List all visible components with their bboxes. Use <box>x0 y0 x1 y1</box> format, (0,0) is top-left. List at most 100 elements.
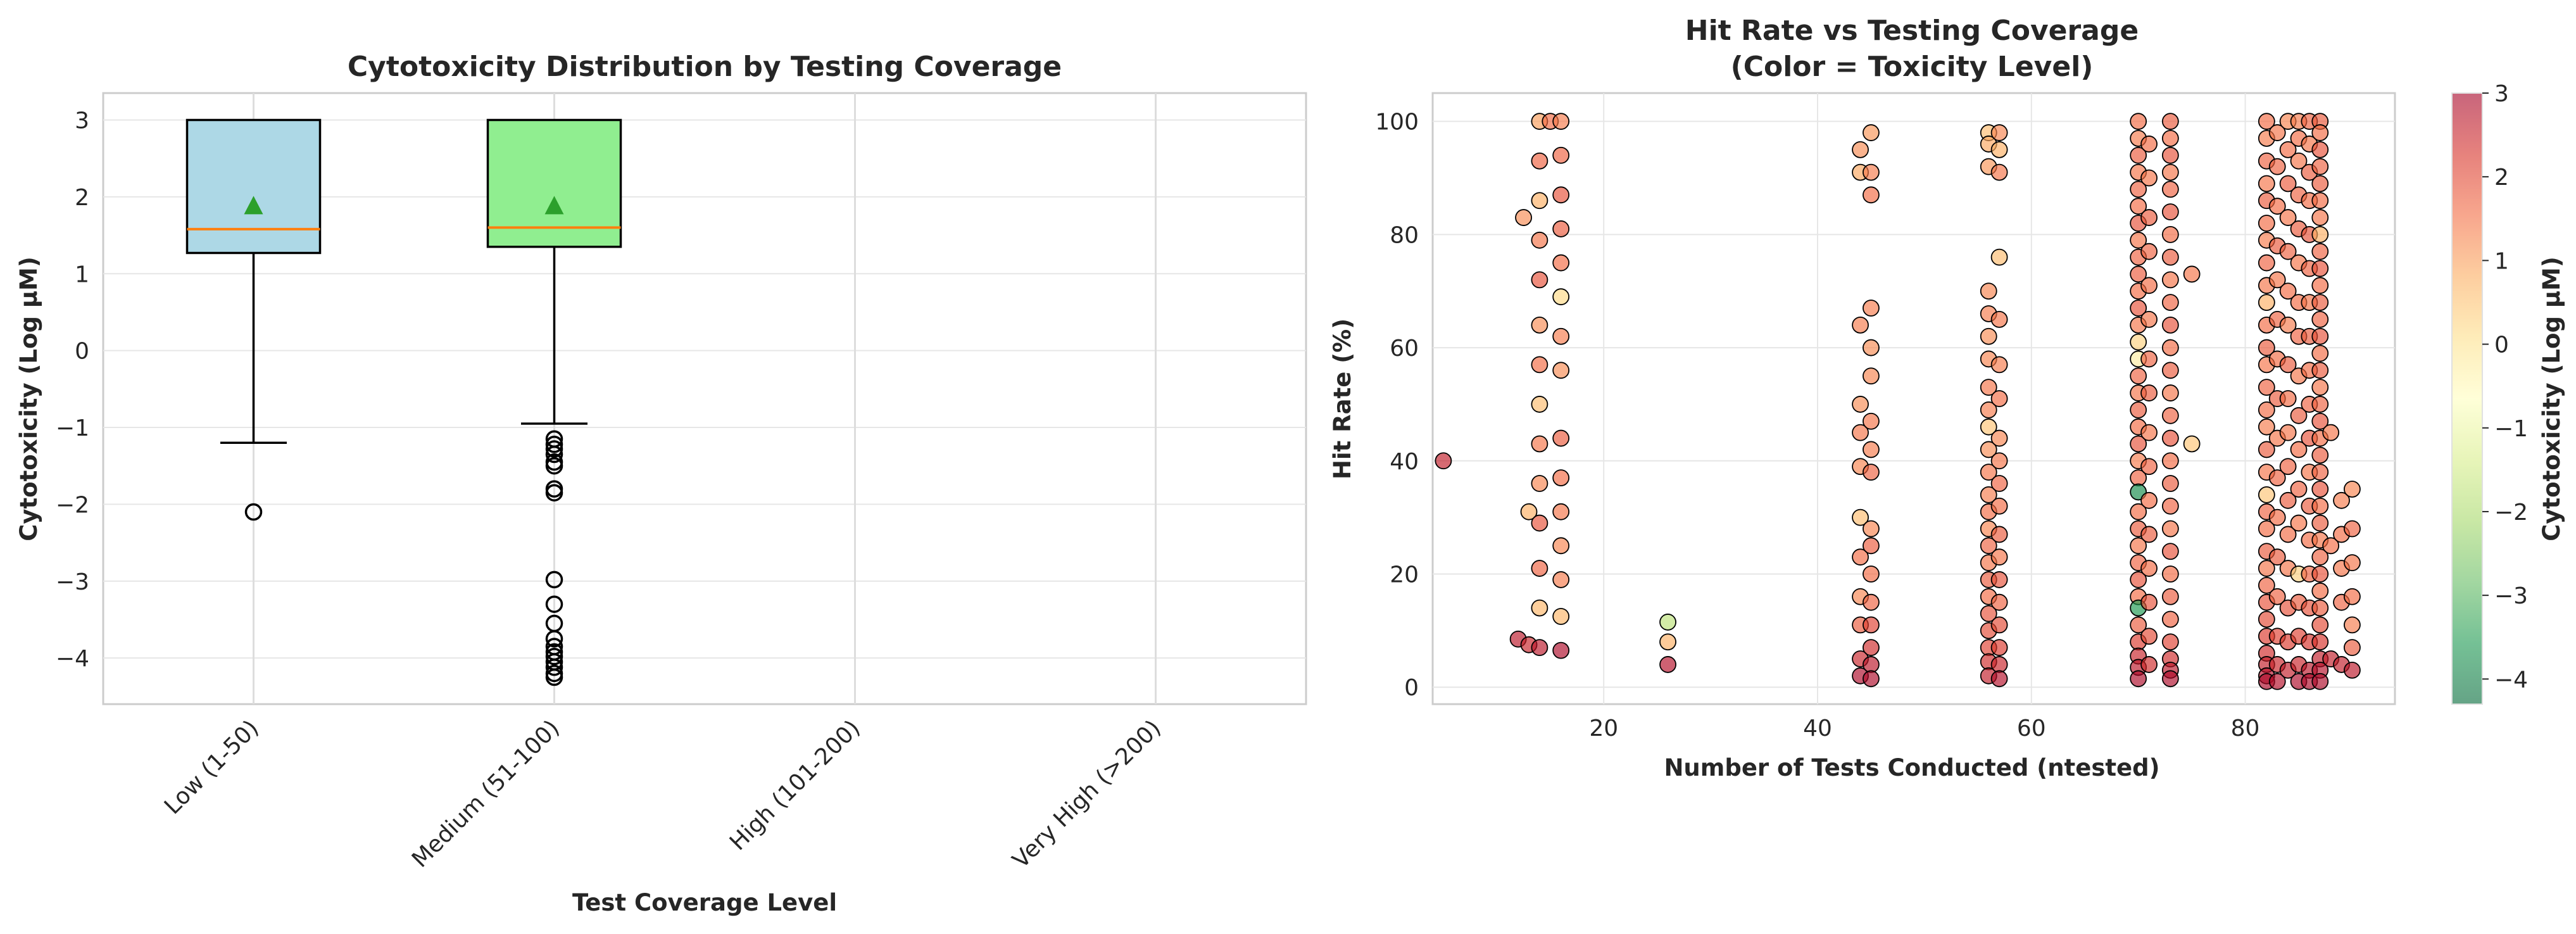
scatter-point <box>1980 418 1997 436</box>
colorbar-tick-label: −1 <box>2494 416 2528 442</box>
colorbar-tick-label: 2 <box>2494 165 2509 191</box>
scatter-point <box>1980 537 1997 555</box>
scatter-point <box>2268 271 2286 289</box>
scatter-point <box>1552 641 1570 659</box>
colorbar-tick-label: −4 <box>2494 667 2528 693</box>
scatter-point <box>2161 146 2179 164</box>
box-plot-boxes <box>185 118 622 686</box>
scatter-point <box>2130 571 2147 588</box>
scatter-point <box>1990 124 2008 141</box>
scatter-point <box>2161 203 2179 221</box>
scatter-point <box>1990 639 2008 657</box>
scatter-point <box>2258 520 2275 538</box>
scatter-point <box>2268 158 2286 175</box>
scatter-point <box>1531 599 1549 617</box>
box-outlier <box>545 668 563 686</box>
scatter-point <box>2344 554 2361 572</box>
scatter-point <box>2279 141 2297 158</box>
scatter-point <box>1531 435 1549 453</box>
scatter-point <box>1863 639 1880 657</box>
scatter-point <box>2161 316 2179 334</box>
scatter-point <box>1852 396 1869 413</box>
scatter-point <box>1552 186 1570 204</box>
scatter-point <box>1980 379 1997 396</box>
scatter-point <box>2130 670 2147 688</box>
scatter-point <box>2311 481 2329 498</box>
x-tick-label: 60 <box>2017 716 2046 742</box>
scatter-point <box>2258 486 2275 503</box>
scatter-point <box>1863 616 1880 634</box>
scatter-point <box>2161 248 2179 266</box>
scatter-point <box>1852 424 1869 441</box>
scatter-point <box>2311 327 2329 345</box>
scatter-point <box>1863 593 1880 611</box>
scatter-point <box>2311 672 2329 690</box>
scatter-x-label: Number of Tests Conducted (ntested) <box>1664 754 2159 781</box>
scatter-point <box>1990 670 2008 688</box>
box-iqr <box>486 118 622 248</box>
scatter-point <box>2290 514 2308 532</box>
box-outlier <box>545 658 563 676</box>
scatter-point <box>1552 254 1570 272</box>
scatter-point <box>1531 356 1549 374</box>
scatter-point <box>2279 282 2297 300</box>
scatter-point <box>1990 356 2008 374</box>
scatter-point <box>2140 458 2158 476</box>
y-tick-label: 2 <box>75 185 89 211</box>
box-outlier <box>545 440 563 458</box>
scatter-point <box>1552 429 1570 447</box>
scatter-point <box>2268 508 2286 526</box>
colorbar-ticks: 3 2 1 0 −1 −2 −3 −4 <box>2482 81 2528 693</box>
scatter-point <box>2311 294 2329 312</box>
scatter-point <box>2140 656 2158 673</box>
scatter-point <box>1990 141 2008 158</box>
scatter-point <box>2258 441 2275 458</box>
scatter-point <box>1990 390 2008 407</box>
scatter-point <box>2258 254 2275 272</box>
scatter-point <box>1520 503 1538 521</box>
scatter-point <box>2268 124 2286 141</box>
scatter-point <box>2161 384 2179 401</box>
scatter-point <box>2322 537 2340 555</box>
scatter-point <box>1990 656 2008 673</box>
box-outlier <box>545 571 563 589</box>
box-outlier <box>545 484 563 502</box>
scatter-point <box>2140 136 2158 153</box>
scatter-point <box>2258 610 2275 628</box>
scatter-point <box>1659 656 1676 673</box>
scatter-point <box>1980 486 1997 503</box>
scatter-point <box>2311 599 2329 617</box>
scatter-point <box>2279 424 2297 441</box>
scatter-point <box>1863 520 1880 538</box>
scatter-point <box>2311 243 2329 260</box>
scatter-point <box>2140 169 2158 187</box>
scatter-point <box>2268 469 2286 486</box>
scatter-point <box>2311 582 2329 600</box>
scatter-point <box>2311 192 2329 210</box>
scatter-point <box>2130 616 2147 634</box>
scatter-point <box>2161 294 2179 312</box>
scatter-point <box>2140 560 2158 577</box>
scatter-point <box>1980 605 1997 622</box>
y-tick-label: 60 <box>1390 336 1419 362</box>
box-0 <box>185 118 322 521</box>
scatter-point <box>2140 593 2158 611</box>
scatter-point <box>1980 441 1997 458</box>
scatter-point <box>2258 560 2275 577</box>
scatter-point <box>2344 481 2361 498</box>
scatter-point <box>2290 441 2308 458</box>
scatter-point <box>1531 316 1549 334</box>
x-tick-label: 40 <box>1803 716 1832 742</box>
box-1 <box>486 118 622 686</box>
scatter-point <box>1552 537 1570 555</box>
scatter-point <box>1990 452 2008 470</box>
scatter-point <box>1852 548 1869 566</box>
y-tick-label: 100 <box>1375 110 1419 136</box>
scatter-point <box>2279 526 2297 543</box>
scatter-point <box>2130 537 2147 555</box>
scatter-point <box>2279 175 2297 192</box>
scatter-point <box>1990 526 2008 543</box>
scatter-point <box>1531 639 1549 657</box>
